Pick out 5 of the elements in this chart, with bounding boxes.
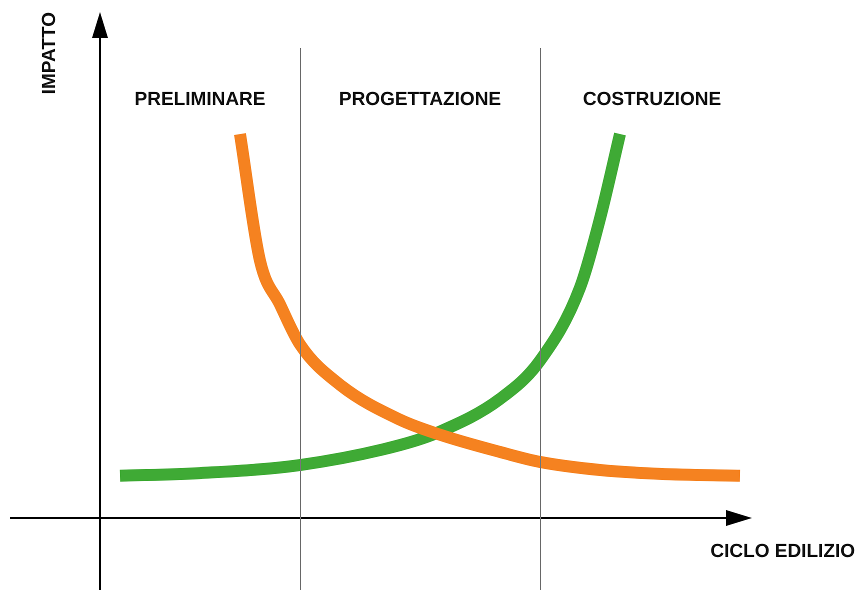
text: PROGETTAZIONE [338, 89, 502, 110]
x-axis-title: CICLO EDILIZIO [710, 541, 855, 562]
text: PRELIMINARE [134, 89, 266, 110]
text: COSTRUZIONE [582, 89, 722, 110]
y-axis-title: IMPATTO [39, 12, 60, 94]
